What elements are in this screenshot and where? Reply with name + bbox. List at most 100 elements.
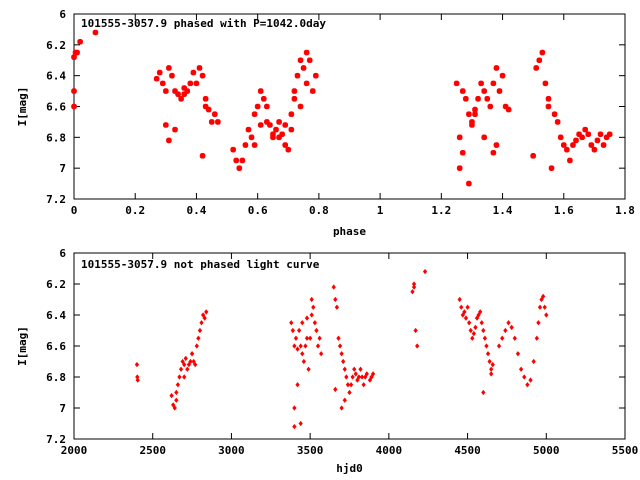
data-point: [290, 327, 295, 334]
data-point: [490, 361, 495, 368]
data-point: [465, 304, 470, 310]
data-point: [334, 304, 340, 310]
y-tick-label: 6.4: [46, 70, 66, 83]
data-point: [205, 106, 212, 113]
y-axis-label: I[mag]: [16, 326, 29, 366]
data-point: [196, 65, 203, 71]
data-point: [260, 95, 267, 102]
data-point: [172, 405, 177, 411]
data-point: [297, 57, 304, 64]
data-point: [294, 72, 301, 79]
data-point: [282, 142, 289, 148]
data-point: [476, 312, 481, 318]
data-point: [236, 165, 243, 171]
data-point: [460, 312, 465, 318]
data-point: [331, 284, 336, 290]
data-point: [297, 103, 304, 110]
data-point: [544, 312, 549, 318]
x-tick-label: 0.8: [309, 204, 329, 217]
data-point: [303, 80, 310, 87]
data-point: [230, 146, 236, 153]
x-tick-label: 1.8: [615, 204, 635, 217]
x-tick-label: 4000: [376, 444, 403, 457]
data-point: [178, 95, 184, 102]
y-tick-label: 6: [59, 247, 66, 260]
data-point: [591, 146, 598, 153]
data-point: [312, 320, 318, 326]
data-point: [462, 309, 467, 315]
data-point: [364, 371, 369, 377]
data-point: [603, 134, 610, 141]
data-point: [536, 57, 543, 64]
data-point: [490, 80, 497, 87]
data-point: [233, 157, 240, 164]
data-point: [188, 358, 193, 365]
data-point: [257, 122, 264, 128]
data-point: [499, 72, 506, 79]
data-point: [481, 389, 486, 396]
data-point: [202, 315, 207, 321]
y-tick-label: 7.2: [46, 193, 66, 206]
data-point: [490, 149, 497, 156]
y-tick-label: 6.4: [46, 309, 66, 322]
data-point: [306, 57, 313, 64]
data-point: [215, 119, 221, 125]
data-point: [573, 137, 579, 144]
data-point: [506, 320, 511, 326]
data-point: [570, 142, 576, 148]
data-point: [291, 95, 298, 102]
data-point: [175, 382, 181, 388]
data-point: [337, 343, 343, 349]
data-point: [289, 320, 294, 326]
data-point: [410, 289, 415, 295]
data-point: [291, 88, 298, 94]
data-point: [184, 88, 191, 94]
data-point: [537, 304, 543, 310]
data-point: [336, 335, 341, 341]
data-point: [193, 80, 200, 87]
x-tick-label: 0.4: [187, 204, 207, 217]
data-point: [178, 366, 184, 372]
plot-title: 101555-3057.9 not phased light curve: [81, 258, 320, 271]
data-point: [484, 343, 489, 349]
data-point: [453, 80, 460, 87]
y-tick-label: 6.6: [46, 101, 66, 114]
data-point: [539, 49, 546, 56]
data-point: [333, 296, 338, 303]
y-tick-label: 6.2: [46, 39, 66, 52]
data-point: [474, 315, 480, 321]
data-point: [468, 327, 473, 334]
data-point: [487, 358, 492, 365]
data-point: [181, 91, 188, 97]
data-point: [339, 405, 344, 411]
data-point: [411, 284, 417, 290]
phased-light-curve-panel: 0 0.2 0.4 0.6 0.8 1 1.2 1.4 1.6 1.8 6 6.2 6.4 6.6 6.8 7…: [16, 8, 635, 238]
data-point: [172, 88, 178, 94]
data-point: [493, 65, 500, 71]
data-point: [74, 49, 80, 56]
data-point: [204, 309, 209, 315]
data-point: [163, 88, 169, 94]
data-point: [276, 119, 282, 125]
data-point: [71, 88, 77, 94]
data-point: [251, 111, 258, 118]
x-tick-label: 2000: [61, 444, 88, 457]
data-point: [600, 142, 607, 148]
data-point: [342, 366, 347, 372]
plot-title: 101555-3057.9 phased with P=1042.0day: [81, 17, 326, 30]
data-point: [481, 327, 486, 334]
data-point: [503, 327, 508, 334]
data-point: [191, 358, 196, 365]
data-point: [579, 134, 585, 141]
data-point: [135, 377, 140, 383]
data-point: [182, 374, 187, 380]
data-point: [196, 335, 201, 341]
data-point: [270, 134, 276, 141]
data-point: [585, 131, 592, 138]
data-point: [459, 88, 466, 94]
data-point: [554, 119, 561, 125]
data-point: [481, 134, 487, 141]
data-point: [313, 72, 319, 79]
x-tick-label: 3000: [218, 444, 245, 457]
x-tick-label: 0: [71, 204, 78, 217]
